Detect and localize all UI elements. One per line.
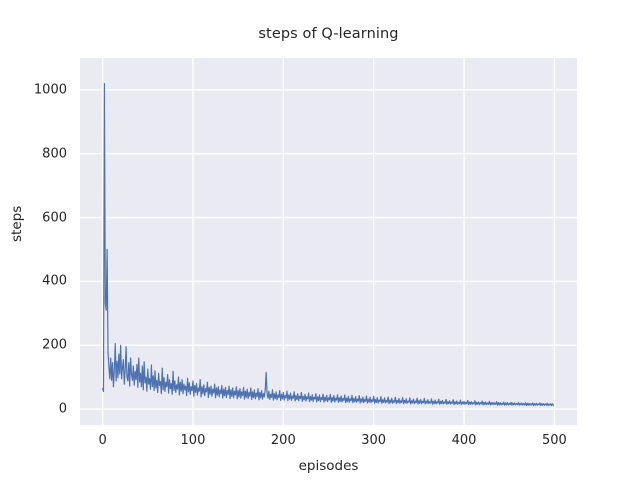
x-tick-label: 400 bbox=[451, 433, 477, 448]
y-tick-label: 800 bbox=[42, 146, 67, 162]
chart-title: steps of Q-learning bbox=[258, 26, 399, 42]
x-tick-label: 100 bbox=[180, 433, 206, 448]
x-tick-label: 500 bbox=[541, 433, 567, 448]
x-tick-label: 300 bbox=[361, 433, 387, 448]
horizontal-gridlines bbox=[80, 89, 577, 410]
plot-svg bbox=[80, 58, 577, 425]
plot-area bbox=[80, 58, 577, 425]
x-tick-label: 0 bbox=[98, 433, 107, 448]
y-tick-label: 0 bbox=[58, 401, 67, 417]
y-axis-label: steps bbox=[9, 205, 25, 242]
vertical-gridlines bbox=[101, 58, 556, 425]
y-tick-label: 1000 bbox=[33, 82, 67, 98]
y-tick-label: 600 bbox=[42, 210, 67, 226]
x-tick-label: 200 bbox=[270, 433, 296, 448]
x-axis-label: episodes bbox=[298, 458, 359, 474]
y-tick-label: 200 bbox=[42, 337, 67, 353]
data-series-line bbox=[101, 82, 555, 407]
y-tick-label: 400 bbox=[42, 273, 67, 289]
